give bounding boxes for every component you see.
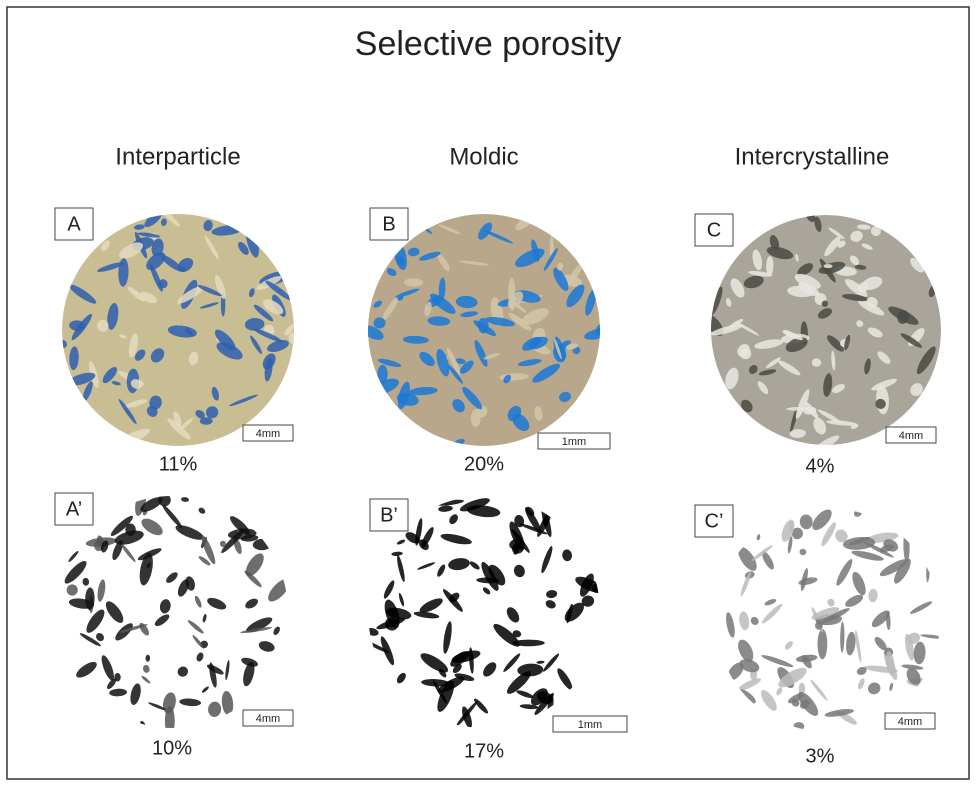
panel-label: C’	[705, 510, 724, 532]
porosity-value: 4%	[806, 455, 835, 477]
panel-label: A’	[66, 498, 82, 520]
texture-blob	[114, 673, 120, 682]
scale-label: 1mm	[578, 719, 602, 731]
column-heading: Moldic	[449, 143, 518, 170]
column-heading: Interparticle	[115, 143, 240, 170]
figure-title: Selective porosity	[355, 25, 621, 63]
column-heading: Intercrystalline	[735, 143, 890, 170]
panel-label: C	[707, 219, 721, 241]
scale-label: 4mm	[256, 428, 280, 440]
porosity-value: 17%	[464, 740, 504, 762]
porosity-value: 3%	[806, 745, 835, 767]
porosity-value: 11%	[159, 453, 198, 475]
porosity-value: 10%	[152, 737, 192, 759]
panel-label: B	[382, 213, 395, 235]
scale-label: 1mm	[562, 436, 586, 448]
scale-label: 4mm	[899, 430, 923, 442]
panel-label: B’	[380, 504, 398, 526]
porosity-value: 20%	[464, 453, 504, 475]
scale-label: 4mm	[898, 716, 922, 728]
texture-blob	[818, 629, 828, 659]
panel-label: A	[67, 213, 81, 235]
scale-label: 4mm	[256, 713, 280, 725]
figure: Selective porosity Interparticle A 4mm 11% A…	[0, 0, 976, 786]
page: Selective porosity Interparticle A 4mm 11% A…	[0, 0, 976, 786]
